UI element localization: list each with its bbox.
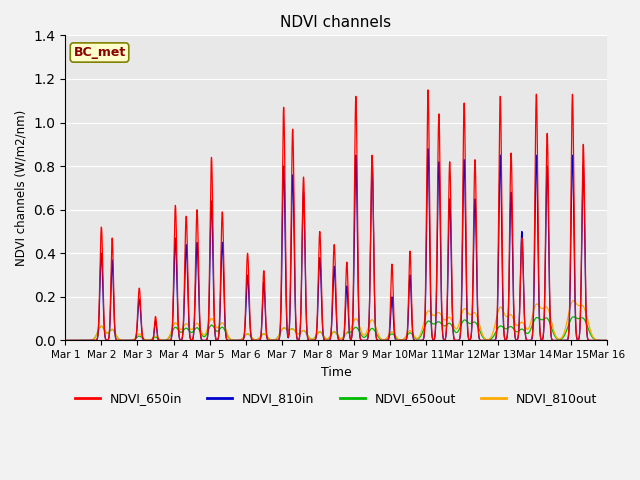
NDVI_650in (160, 337, 168, 343)
Text: BC_met: BC_met (74, 46, 125, 59)
NDVI_810in (424, 146, 432, 152)
NDVI_650in (507, 162, 515, 168)
NDVI_650in (268, 337, 276, 343)
NDVI_650in (424, 87, 432, 93)
NDVI_810out (603, 337, 611, 343)
NDVI_650in (603, 337, 611, 343)
NDVI_650in (386, 314, 394, 320)
Line: NDVI_810in: NDVI_810in (65, 149, 607, 340)
X-axis label: Time: Time (321, 366, 351, 379)
NDVI_810out (268, 337, 276, 343)
NDVI_810out (570, 298, 577, 303)
NDVI_650out (570, 314, 577, 320)
Line: NDVI_810out: NDVI_810out (65, 300, 607, 340)
NDVI_650in (61, 337, 69, 343)
Legend: NDVI_650in, NDVI_810in, NDVI_650out, NDVI_810out: NDVI_650in, NDVI_810in, NDVI_650out, NDV… (70, 387, 602, 410)
Line: NDVI_650in: NDVI_650in (65, 90, 607, 340)
NDVI_810in (465, 337, 473, 343)
NDVI_810out (61, 337, 69, 343)
NDVI_810out (465, 312, 473, 317)
Line: NDVI_650out: NDVI_650out (65, 317, 607, 340)
NDVI_650out (386, 332, 394, 338)
NDVI_650out (160, 337, 168, 343)
NDVI_810in (413, 337, 421, 343)
NDVI_810in (603, 337, 611, 343)
Title: NDVI channels: NDVI channels (280, 15, 392, 30)
NDVI_650out (465, 321, 473, 326)
Y-axis label: NDVI channels (W/m2/nm): NDVI channels (W/m2/nm) (15, 110, 28, 266)
NDVI_810out (413, 336, 421, 341)
NDVI_810out (507, 312, 515, 317)
NDVI_810out (160, 337, 168, 343)
NDVI_810in (160, 337, 168, 343)
NDVI_810out (386, 330, 394, 336)
NDVI_810in (268, 337, 276, 343)
NDVI_810in (61, 337, 69, 343)
NDVI_650in (413, 337, 421, 343)
NDVI_650out (413, 336, 421, 342)
NDVI_650out (61, 337, 69, 343)
NDVI_650out (507, 324, 515, 329)
NDVI_650out (603, 337, 611, 343)
NDVI_650in (465, 337, 473, 343)
NDVI_650out (268, 337, 276, 343)
NDVI_810in (507, 199, 515, 204)
NDVI_810in (386, 324, 394, 330)
